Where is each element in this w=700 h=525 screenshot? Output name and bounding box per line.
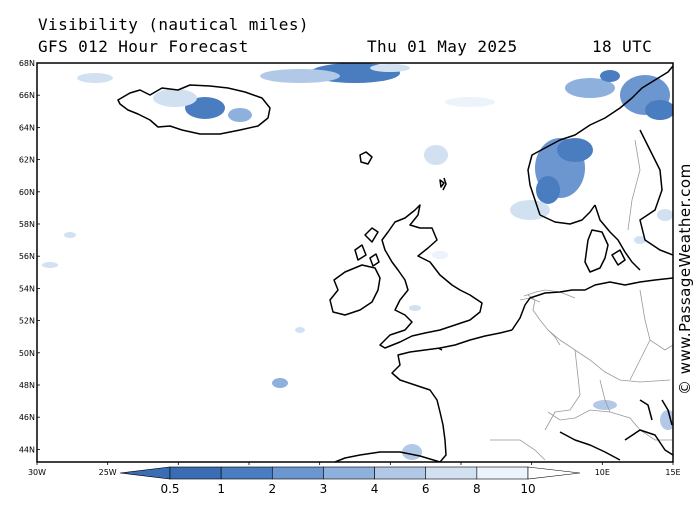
map-frame xyxy=(36,62,674,463)
lat-tick-label: 68N xyxy=(19,59,35,68)
colorbar-max-arrow xyxy=(527,466,581,480)
colorbar-label: 0.5 xyxy=(160,482,180,496)
colorbar-label: 4 xyxy=(370,482,379,496)
lat-tick-label: 56N xyxy=(19,252,35,261)
latitude-ticks: 68N 66N 64N 62N 60N 58N 56N 54N 52N 50N 48N 46N 44N xyxy=(19,59,40,454)
colorbar-cell xyxy=(476,466,529,480)
colorbar-label: 1 xyxy=(217,482,225,496)
lat-tick-label: 54N xyxy=(19,284,35,293)
credit-text: © www.PassageWeather.com xyxy=(676,163,694,395)
colorbar-label: 10 xyxy=(520,482,536,496)
colorbar-label: 8 xyxy=(473,482,481,496)
country-borders xyxy=(490,139,673,461)
forecast-time: 18 UTC xyxy=(592,37,653,56)
coastlines xyxy=(117,65,673,462)
lat-tick-label: 44N xyxy=(19,445,35,454)
ireland-coast xyxy=(329,264,381,316)
iceland-coast xyxy=(117,84,271,135)
lat-tick-label: 58N xyxy=(19,220,35,229)
lat-tick-label: 60N xyxy=(19,188,35,197)
colorbar xyxy=(119,466,581,480)
colorbar-label: 6 xyxy=(421,482,430,496)
forecast-subtitle: GFS 012 Hour Forecast xyxy=(38,37,249,56)
lon-tick-label: 15E xyxy=(665,468,680,477)
colorbar-min-arrow xyxy=(119,466,171,480)
lon-tick-label: 30W xyxy=(28,468,46,477)
visibility-shading xyxy=(42,63,673,460)
lat-tick-label: 64N xyxy=(19,123,35,132)
lat-tick-label: 62N xyxy=(19,156,35,165)
colorbar-cell xyxy=(271,466,324,480)
colorbar-cell xyxy=(220,466,273,480)
great-britain-coast xyxy=(379,204,483,349)
lat-tick-label: 46N xyxy=(19,413,35,422)
colorbar-cell xyxy=(169,466,222,480)
map-title: Visibility (nautical miles) xyxy=(38,15,309,34)
denmark-coast xyxy=(584,229,609,273)
colorbar-cells xyxy=(169,466,529,480)
colorbar-label: 2 xyxy=(268,482,277,496)
lon-tick-label: 10E xyxy=(595,468,610,477)
lon-tick-label: 25W xyxy=(99,468,117,477)
lat-tick-label: 48N xyxy=(19,381,35,390)
lat-tick-label: 50N xyxy=(19,349,35,358)
lat-tick-label: 66N xyxy=(19,91,35,100)
forecast-date: Thu 01 May 2025 xyxy=(367,37,518,56)
colorbar-cell xyxy=(425,466,478,480)
lat-tick-label: 52N xyxy=(19,317,35,326)
colorbar-cell xyxy=(323,466,375,480)
continent-north-coast xyxy=(511,277,673,331)
colorbar-label: 3 xyxy=(319,482,328,496)
norway-coast xyxy=(527,65,673,216)
colorbar-cell xyxy=(374,466,427,480)
map-area xyxy=(37,63,673,462)
